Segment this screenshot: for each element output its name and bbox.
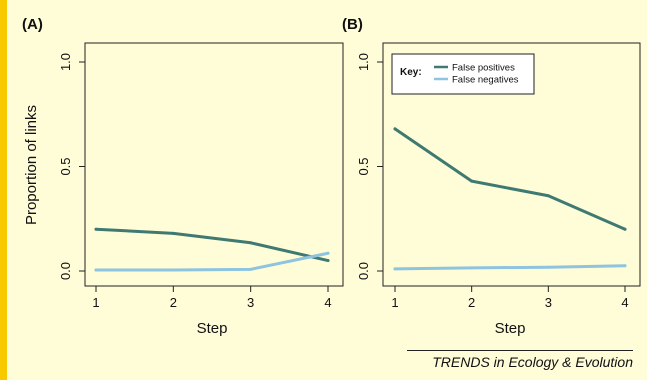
panel-a-series-false-negatives-point bbox=[249, 267, 253, 271]
panel-a-series-false-positives-point bbox=[249, 241, 253, 245]
panel-b-legend-label-false-positives: False positives bbox=[452, 63, 515, 74]
panel-a-series-false-positives-point bbox=[171, 231, 175, 235]
panel-b-y-tick-label: 0.5 bbox=[356, 157, 371, 175]
panel-a-series-false-negatives-line bbox=[94, 251, 330, 272]
panel-a-x-tick-label: 3 bbox=[247, 295, 254, 310]
panel-b-legend-title: Key: bbox=[400, 67, 422, 78]
panel-b-legend-label-false-negatives: False negatives bbox=[452, 75, 519, 86]
panel-b-y-tick-label: 0.0 bbox=[356, 262, 371, 280]
panel-b-x-tick-label: 3 bbox=[545, 295, 552, 310]
panel-b-plot-frame bbox=[382, 42, 641, 287]
panel-b-series-false-negatives-point bbox=[546, 265, 550, 269]
panel-a-y-tick-label: 0.5 bbox=[58, 157, 73, 175]
panel-b-legend-box bbox=[391, 53, 535, 95]
panel-a-series-false-negatives-point bbox=[94, 268, 98, 272]
panel-a-series-false-positives-point bbox=[94, 227, 98, 231]
panel-a-series-false-positives-line bbox=[94, 227, 330, 263]
panel-b-x-tick-label: 2 bbox=[468, 295, 475, 310]
panel-b-series-false-negatives-line bbox=[393, 264, 627, 271]
panel-a-series-false-negatives-point bbox=[326, 251, 330, 255]
panel-b-series-false-positives-point bbox=[470, 179, 474, 183]
panel-a-x-axis-title: Step bbox=[197, 320, 228, 337]
panel-b-series-false-positives-line bbox=[393, 127, 627, 231]
panel-a-y-axis-title: Proportion of links bbox=[23, 105, 40, 225]
source-label: TRENDS in Ecology & Evolution bbox=[432, 354, 633, 370]
source-divider bbox=[407, 350, 633, 351]
panel-b-y-tick-label: 1.0 bbox=[356, 53, 371, 71]
panel-a-x-tick-label: 2 bbox=[170, 295, 177, 310]
panel-a-y-tick-label: 0.0 bbox=[58, 262, 73, 280]
panel-a-y-tick-label: 1.0 bbox=[58, 53, 73, 71]
accent-bar bbox=[0, 0, 7, 380]
panel-b-label: (B) bbox=[342, 16, 363, 33]
panel-b-x-tick-label: 1 bbox=[391, 295, 398, 310]
panel-b-x-tick-label: 4 bbox=[621, 295, 628, 310]
panel-a-label: (A) bbox=[22, 16, 43, 33]
panel-b-series-false-negatives-point bbox=[393, 267, 397, 271]
panel-a-series-false-negatives-point bbox=[171, 268, 175, 272]
panel-a-x-tick-label: 4 bbox=[324, 295, 331, 310]
panel-b-series-false-negatives-point bbox=[623, 264, 627, 268]
panel-a-series-false-positives-point bbox=[326, 259, 330, 263]
panel-a-x-tick-label: 1 bbox=[92, 295, 99, 310]
panel-a-plot-frame bbox=[84, 42, 344, 287]
panel-b-x-axis-title: Step bbox=[495, 320, 526, 337]
panel-b-series-false-positives-point bbox=[546, 194, 550, 198]
panel-b-series-false-positives-point bbox=[623, 227, 627, 231]
panel-b-series-false-positives-point bbox=[393, 127, 397, 131]
panel-b-series-false-negatives-point bbox=[470, 266, 474, 270]
